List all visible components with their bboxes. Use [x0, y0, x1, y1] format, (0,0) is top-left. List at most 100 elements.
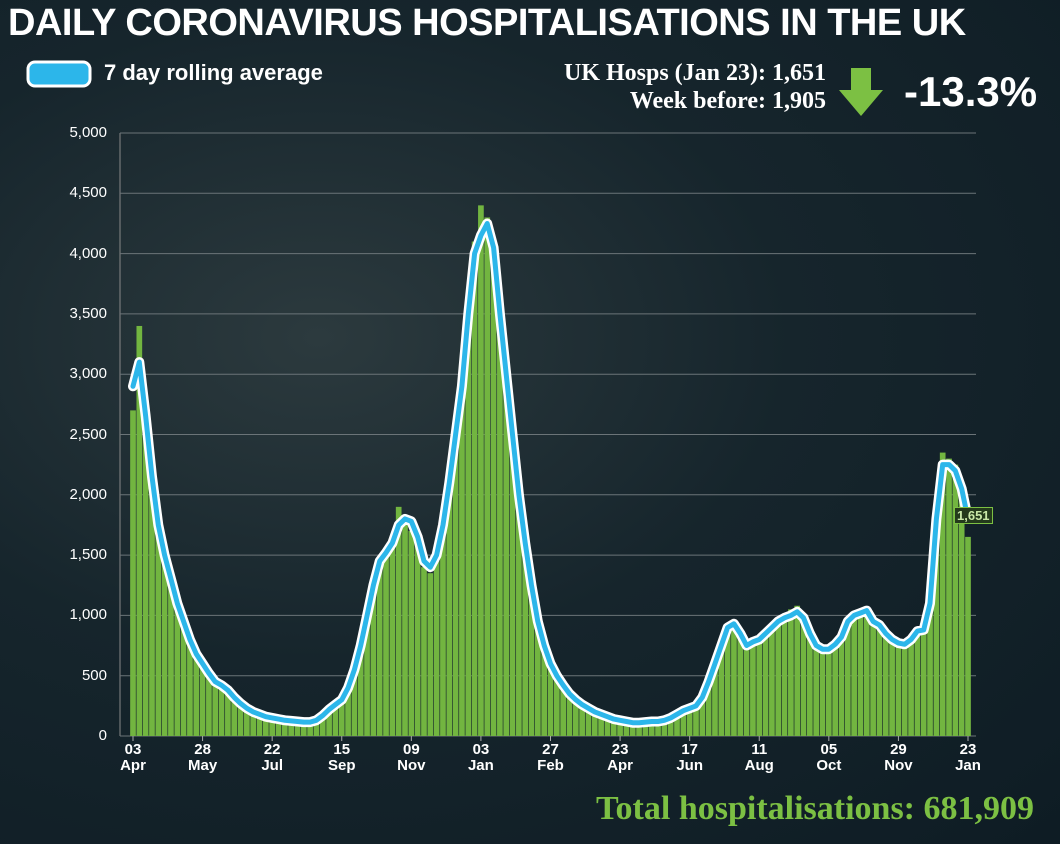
bar: [882, 634, 889, 736]
x-tick-label: 03 Apr: [120, 741, 146, 774]
bar: [535, 625, 541, 736]
bar: [642, 722, 649, 736]
bar: [591, 713, 598, 736]
bar: [844, 621, 851, 736]
bar: [870, 623, 876, 736]
bar: [402, 524, 408, 736]
bar: [933, 506, 940, 736]
bar: [857, 609, 864, 736]
bar: [553, 678, 560, 736]
bar: [452, 440, 459, 736]
bar: [762, 634, 769, 736]
bar: [800, 621, 807, 736]
x-tick-label: 11 Aug: [744, 741, 774, 774]
y-tick-label: 4,500: [69, 184, 107, 202]
bar: [604, 717, 611, 736]
bar: [281, 720, 288, 736]
bar: [541, 647, 548, 736]
bar: [579, 705, 585, 736]
y-tick-label: 3,500: [69, 304, 107, 322]
bar: [939, 452, 946, 736]
bar: [389, 537, 396, 736]
bar: [149, 488, 155, 736]
chart-title: DAILY CORONAVIRUS HOSPITALISATIONS IN TH…: [8, 2, 966, 44]
x-tick-label: 22 Jul: [261, 741, 283, 774]
x-tick-label: 23 Apr: [607, 741, 633, 774]
bar: [863, 608, 870, 736]
bar: [819, 650, 826, 736]
latest-stat: UK Hosps (Jan 23): 1,651: [563, 60, 826, 86]
bar: [275, 719, 282, 736]
bar: [370, 587, 377, 736]
bar: [743, 646, 750, 736]
bar: [832, 645, 839, 736]
bar: [908, 640, 914, 736]
x-tick-label: 28 May: [187, 741, 218, 774]
bar: [680, 711, 687, 736]
bar: [262, 717, 269, 736]
bar: [724, 628, 731, 736]
x-tick-label: 15 Sep: [327, 741, 356, 774]
bar: [617, 720, 623, 736]
bar: [610, 719, 617, 736]
bar: [351, 672, 358, 736]
bar: [661, 720, 668, 736]
bar: [319, 716, 326, 736]
bar: [288, 721, 294, 736]
bar: [927, 597, 933, 736]
bar: [775, 622, 782, 736]
bar: [376, 557, 383, 736]
previous-stat: Week before: 1,905: [629, 88, 826, 114]
bar: [946, 458, 952, 736]
bar: [889, 640, 895, 736]
legend-label: 7 day rolling average: [104, 60, 323, 85]
bar: [199, 666, 206, 736]
bar: [161, 561, 168, 736]
bar: [294, 722, 301, 736]
bar: [648, 722, 655, 736]
bar: [421, 567, 427, 736]
end-label: 1,651: [954, 506, 993, 524]
bar: [528, 591, 535, 736]
y-tick-label: 1,500: [69, 546, 107, 564]
bar: [478, 205, 484, 737]
x-tick-label: 17 Jun: [676, 741, 703, 774]
bar: [357, 649, 364, 736]
bar: [851, 612, 857, 736]
bar: [509, 440, 516, 736]
bar: [516, 500, 522, 736]
bar: [566, 694, 573, 736]
bar: [895, 644, 902, 736]
y-tick-label: 5,000: [69, 124, 107, 141]
bar: [598, 715, 604, 736]
bar: [952, 464, 959, 736]
bar: [718, 646, 725, 736]
bar: [395, 506, 402, 736]
bar: [503, 386, 510, 736]
bar: [572, 701, 579, 736]
bar: [769, 628, 775, 736]
x-tick-label: 27 Feb: [537, 741, 564, 774]
total-stat: Total hospitalisations: 681,909: [596, 790, 1034, 827]
bar: [427, 573, 434, 736]
y-tick-label: 2,000: [69, 485, 107, 503]
bar: [212, 682, 219, 736]
bar: [326, 710, 332, 736]
bar: [142, 434, 149, 736]
bar: [237, 704, 244, 736]
down-arrow: [839, 68, 883, 116]
line: [130, 221, 971, 726]
change-stat: -13.3%: [904, 68, 1038, 115]
y-tick-label: 4,000: [69, 244, 107, 262]
bar: [307, 722, 313, 736]
bar: [655, 721, 661, 736]
bar: [712, 664, 718, 736]
bar: [459, 392, 465, 736]
bar: [636, 723, 642, 736]
bar: [876, 627, 883, 736]
x-tick-label: 05 Oct: [816, 741, 842, 774]
bar: [497, 325, 503, 736]
bar: [667, 718, 674, 736]
bar: [490, 265, 497, 736]
